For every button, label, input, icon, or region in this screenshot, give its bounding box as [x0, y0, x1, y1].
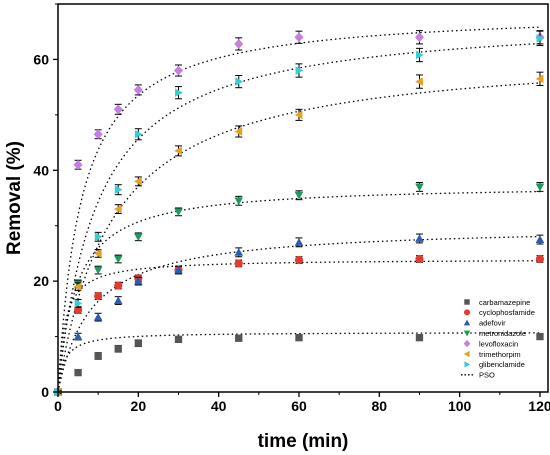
legend-label-metronidazole: metronidazole — [479, 329, 526, 338]
data-point-glibenclamide — [134, 129, 143, 139]
data-point-levofloxacin — [113, 104, 123, 115]
legend-marker-levofloxacin — [463, 339, 471, 348]
data-point-carbamazepine — [74, 368, 82, 377]
data-points — [53, 30, 545, 397]
legend-marker-glibenclamide — [464, 361, 471, 368]
data-point-metronidazole — [415, 183, 424, 192]
legend-marker-trimethorpim — [463, 350, 470, 358]
data-point-adefovir — [535, 235, 545, 244]
data-point-carbamazepine — [536, 332, 544, 341]
data-point-cyclophosfamide — [294, 255, 304, 265]
x-tick-label: 60 — [291, 398, 307, 414]
data-point-cyclophosfamide — [94, 292, 103, 301]
y-tick-label: 0 — [41, 384, 49, 400]
data-point-trimethorpim — [174, 146, 182, 156]
y-tick-label: 40 — [33, 162, 49, 178]
legend-marker-adefovir — [463, 319, 471, 326]
data-point-cyclophosfamide — [73, 305, 83, 315]
pso-fit-line-cyclophosfamide — [57, 260, 540, 393]
legend-marker-metronidazole — [463, 330, 471, 337]
data-point-carbamazepine — [295, 334, 303, 342]
data-point-levofloxacin — [93, 129, 103, 140]
pso-fit-line-carbamazepine — [57, 332, 540, 393]
data-point-adefovir — [134, 276, 143, 285]
data-point-metronidazole — [535, 183, 545, 192]
legend-label-cyclophosfamide: cyclophosfamide — [479, 308, 535, 317]
x-axis-title: time (min) — [258, 431, 349, 452]
legend-marker-carbamazepine — [464, 299, 470, 305]
data-point-trimethorpim — [234, 127, 243, 136]
data-point-levofloxacin — [294, 32, 304, 43]
x-tick-label: 20 — [131, 398, 147, 414]
data-point-levofloxacin — [73, 159, 83, 170]
data-point-carbamazepine — [415, 334, 424, 342]
x-tick-label: 40 — [211, 398, 227, 414]
legend-label-levofloxacin: levofloxacin — [479, 339, 518, 348]
data-point-cyclophosfamide — [535, 254, 545, 264]
data-point-glibenclamide — [114, 185, 123, 194]
x-tick-label: 0 — [54, 398, 62, 414]
data-point-trimethorpim — [294, 110, 303, 120]
data-point-trimethorpim — [113, 204, 122, 214]
plot-frame — [57, 3, 549, 393]
data-point-cyclophosfamide — [234, 259, 243, 268]
data-point-adefovir — [234, 248, 244, 256]
data-point-adefovir — [113, 296, 123, 304]
data-point-metronidazole — [234, 197, 244, 206]
legend-label-adefovir: adefovir — [479, 319, 506, 328]
data-point-glibenclamide — [235, 77, 244, 86]
data-point-metronidazole — [134, 233, 143, 242]
data-point-glibenclamide — [74, 299, 83, 308]
data-point-adefovir — [93, 312, 103, 321]
data-point-metronidazole — [174, 208, 183, 217]
data-point-metronidazole — [294, 191, 304, 200]
data-point-glibenclamide — [536, 34, 545, 43]
legend-label-pso: PSO — [479, 371, 495, 380]
series-trimethorpim — [53, 71, 544, 397]
data-point-trimethorpim — [73, 282, 82, 291]
data-point-glibenclamide — [175, 88, 183, 97]
x-tick-label: 80 — [372, 398, 388, 414]
data-point-carbamazepine — [235, 334, 243, 342]
data-point-adefovir — [174, 265, 183, 274]
data-point-adefovir — [415, 234, 424, 242]
data-point-glibenclamide — [416, 50, 424, 60]
data-point-adefovir — [294, 238, 304, 246]
data-point-carbamazepine — [134, 339, 142, 347]
data-point-adefovir — [73, 332, 83, 341]
data-point-carbamazepine — [114, 345, 122, 353]
data-point-trimethorpim — [93, 249, 102, 258]
x-tick-label: 100 — [448, 398, 472, 414]
data-point-trimethorpim — [535, 74, 544, 84]
legend-label-glibenclamide: glibenclamide — [479, 360, 525, 369]
legend-label-trimethorpim: trimethorpim — [479, 350, 521, 359]
data-point-glibenclamide — [94, 232, 103, 242]
data-point-glibenclamide — [295, 66, 304, 75]
data-point-metronidazole — [93, 266, 103, 275]
y-axis-title: Removal (%) — [4, 141, 25, 255]
data-point-levofloxacin — [234, 38, 244, 49]
data-point-levofloxacin — [414, 32, 424, 43]
series-glibenclamide — [54, 30, 545, 397]
data-point-trimethorpim — [415, 77, 423, 86]
legend-label-carbamazepine: carbamazepine — [479, 298, 530, 307]
data-point-carbamazepine — [174, 335, 183, 343]
data-point-cyclophosfamide — [415, 254, 424, 264]
data-point-metronidazole — [113, 255, 123, 264]
data-point-levofloxacin — [173, 65, 184, 76]
y-tick-label: 20 — [33, 273, 49, 289]
y-tick-label: 60 — [33, 51, 49, 67]
data-point-levofloxacin — [133, 84, 143, 95]
legend-marker-cyclophosfamide — [463, 309, 471, 316]
x-tick-label: 120 — [528, 398, 550, 414]
data-point-trimethorpim — [134, 177, 142, 186]
data-point-carbamazepine — [94, 352, 102, 360]
axes: 0 20 40 60 80 100 120 0 20 40 60 — [33, 3, 550, 414]
data-point-cyclophosfamide — [114, 281, 123, 290]
